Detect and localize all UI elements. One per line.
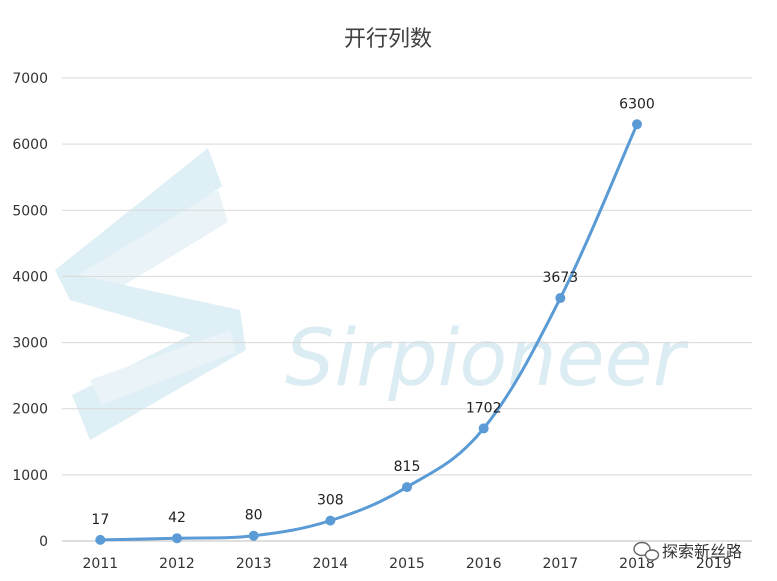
x-tick-label: 2014 — [313, 556, 349, 572]
x-tick-label: 2015 — [389, 556, 425, 572]
y-tick-label: 1000 — [12, 468, 48, 484]
chart-title: 开行列数 — [344, 27, 432, 52]
data-labels: 17 42 80 308 815 1702 3673 6300 — [91, 96, 654, 528]
data-label: 308 — [317, 493, 344, 509]
x-tick-label: 2017 — [543, 556, 579, 572]
data-point — [478, 423, 489, 434]
brand-badge: 探索新丝路 — [633, 541, 742, 561]
x-tick-label: 2016 — [466, 556, 502, 572]
brand-text: 探索新丝路 — [662, 542, 742, 561]
x-tick-label: 2012 — [159, 556, 195, 572]
data-point — [632, 119, 642, 130]
watermark-logo: Sirpioneer — [55, 148, 690, 440]
data-point — [95, 534, 106, 545]
x-tick-label: 2013 — [236, 556, 272, 572]
x-axis-ticks: 2011 2012 2013 2014 2015 2016 2017 2018 2019 — [83, 556, 732, 572]
data-label: 80 — [245, 508, 263, 524]
y-tick-label: 4000 — [12, 269, 48, 285]
data-point — [248, 530, 259, 541]
data-point — [325, 515, 336, 526]
watermark-text: Sirpioneer — [285, 314, 690, 404]
y-tick-label: 0 — [39, 534, 48, 550]
data-points — [95, 119, 642, 545]
wechat-icon — [633, 541, 660, 561]
y-tick-label: 2000 — [12, 402, 48, 418]
data-label: 1702 — [466, 400, 502, 416]
y-tick-label: 5000 — [12, 203, 48, 219]
y-tick-label: 6000 — [12, 137, 48, 153]
y-tick-label: 3000 — [12, 336, 48, 352]
data-point — [555, 293, 566, 304]
data-label: 3673 — [543, 270, 579, 286]
watermark-s-icon — [55, 148, 246, 440]
data-label: 6300 — [619, 96, 655, 112]
data-label: 815 — [394, 459, 421, 475]
data-label: 42 — [168, 510, 186, 526]
data-label: 17 — [91, 512, 109, 528]
y-axis-ticks: 0 1000 2000 3000 4000 5000 6000 7000 — [12, 71, 48, 550]
y-tick-label: 7000 — [12, 71, 48, 87]
x-tick-label: 2019 — [696, 556, 732, 572]
x-tick-label: 2011 — [83, 556, 119, 572]
data-point — [402, 482, 412, 493]
data-point — [172, 533, 182, 544]
x-tick-label: 2018 — [619, 556, 655, 572]
